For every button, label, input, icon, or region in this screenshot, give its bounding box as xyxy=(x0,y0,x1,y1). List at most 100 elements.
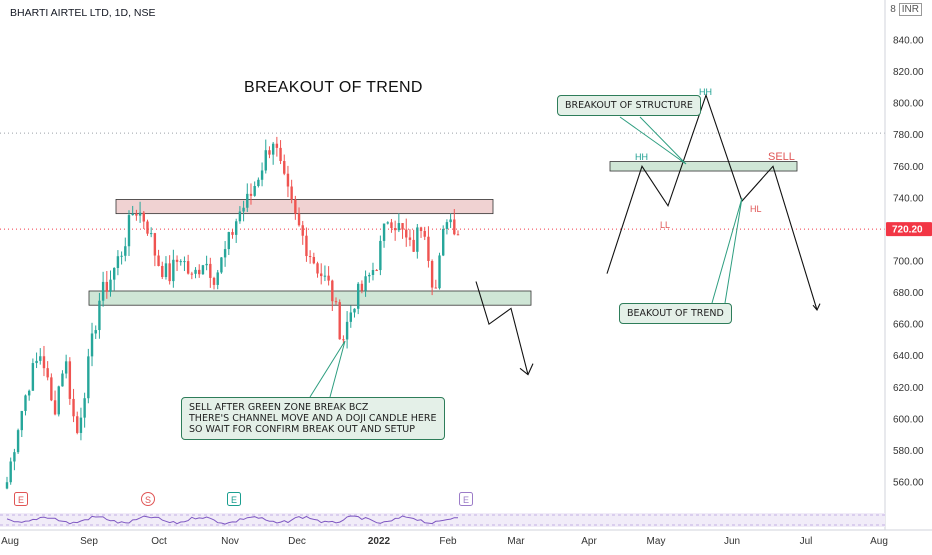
candle-body xyxy=(90,333,94,357)
candle-body xyxy=(205,263,208,266)
earnings-badge-2 xyxy=(227,492,241,506)
last-price-tag xyxy=(886,222,932,237)
candle-body xyxy=(105,281,109,292)
candle-body xyxy=(98,300,101,331)
y-tick-label: 660.00 xyxy=(893,320,924,331)
candle-body xyxy=(430,260,434,288)
candle-body xyxy=(127,215,131,247)
callout-breakout-trend[interactable]: BEAKOUT OF TREND xyxy=(619,303,732,324)
earnings-badge-1-letter: E xyxy=(18,495,24,505)
candle-body xyxy=(212,277,216,285)
candle-body xyxy=(50,377,53,401)
candle-body xyxy=(449,219,452,223)
candle-body xyxy=(20,410,23,431)
x-tick-label: Mar xyxy=(507,536,525,547)
candle-body xyxy=(308,256,312,258)
candle-body xyxy=(124,246,127,256)
candle-body xyxy=(138,212,142,216)
candle-body xyxy=(268,150,271,155)
candle-body xyxy=(331,280,334,302)
candle-body xyxy=(316,263,319,274)
candle-body xyxy=(382,223,386,241)
candle-body xyxy=(161,265,164,278)
candle-body xyxy=(39,356,42,361)
drawings: HH HH LL HL SELL E S E E xyxy=(14,87,821,506)
candle-body xyxy=(227,232,231,250)
candle-body xyxy=(371,270,375,275)
candle-body xyxy=(201,265,205,275)
candle-body xyxy=(113,267,116,280)
x-tick-label: Nov xyxy=(221,536,239,547)
candle-body xyxy=(364,276,367,291)
x-tick-label: Jul xyxy=(800,536,813,547)
y-tick-label: 620.00 xyxy=(893,383,924,394)
label-hh-top: HH xyxy=(699,87,712,97)
candle-body xyxy=(35,360,38,364)
callout-breakout-structure[interactable]: BREAKOUT OF STRUCTURE xyxy=(557,95,701,116)
split-badge xyxy=(141,492,155,506)
split-badge-letter: S xyxy=(145,495,151,505)
candle-body xyxy=(216,272,219,285)
candle-body xyxy=(334,301,338,303)
x-tick-label: 2022 xyxy=(368,536,391,547)
candle-body xyxy=(24,395,27,411)
x-tick-label: Sep xyxy=(80,536,98,547)
candle-body xyxy=(120,255,123,257)
structure-zone xyxy=(609,161,798,172)
y-tick-label: 840.00 xyxy=(893,36,924,47)
candle-body xyxy=(438,255,441,289)
candle-body xyxy=(179,261,182,263)
candle-body xyxy=(209,263,212,278)
candle-body xyxy=(13,452,16,462)
label-sell: SELL xyxy=(768,151,795,163)
structure-arrow-head xyxy=(812,303,821,311)
candle-body xyxy=(198,269,201,275)
candle-body xyxy=(356,283,360,309)
candle-body xyxy=(149,233,153,235)
candle-body xyxy=(271,143,275,155)
candle-body xyxy=(168,263,171,282)
candle-body xyxy=(397,223,401,231)
candle-body xyxy=(279,147,282,162)
candle-body xyxy=(175,259,179,262)
candle-body xyxy=(338,302,341,340)
x-tick-label: May xyxy=(647,536,666,547)
candle-body xyxy=(301,225,304,236)
x-tick-label: Oct xyxy=(151,536,167,547)
down-arrow-path xyxy=(475,281,529,375)
currency-label[interactable]: 8 INR xyxy=(890,3,922,16)
candle-body xyxy=(31,363,35,391)
rsi-pane xyxy=(0,513,885,527)
structure-callout-pointer xyxy=(619,116,687,165)
support-zone xyxy=(88,290,532,306)
earnings-badge-2-letter: E xyxy=(231,495,237,505)
candle-body xyxy=(42,356,46,369)
rsi-band xyxy=(0,513,885,527)
candle-body xyxy=(220,257,223,273)
label-hl: HL xyxy=(750,204,762,214)
candle-body xyxy=(305,235,308,257)
symbol-title: BHARTI AIRTEL LTD, 1D, NSE xyxy=(10,7,156,19)
candle-body xyxy=(238,211,242,222)
candle-body xyxy=(257,179,260,187)
candle-body xyxy=(286,173,290,187)
candle-body xyxy=(323,275,327,277)
candle-body xyxy=(94,330,97,334)
candle-body xyxy=(9,461,12,483)
candle-body xyxy=(390,222,393,229)
rsi-line xyxy=(6,515,459,525)
candle-body xyxy=(234,221,238,235)
candle-body xyxy=(190,273,194,275)
candle-body xyxy=(72,398,75,417)
callout-sell-note[interactable]: SELL AFTER GREEN ZONE BREAK BCZ THERE'S … xyxy=(181,397,445,440)
currency-prefix: 8 xyxy=(890,4,896,15)
structure-projection-path xyxy=(606,93,818,311)
x-tick-label: Dec xyxy=(288,536,306,547)
y-tick-label: 800.00 xyxy=(893,99,924,110)
y-tick-label: 580.00 xyxy=(893,446,924,457)
candle-body xyxy=(172,259,175,282)
candle-body xyxy=(87,356,90,399)
